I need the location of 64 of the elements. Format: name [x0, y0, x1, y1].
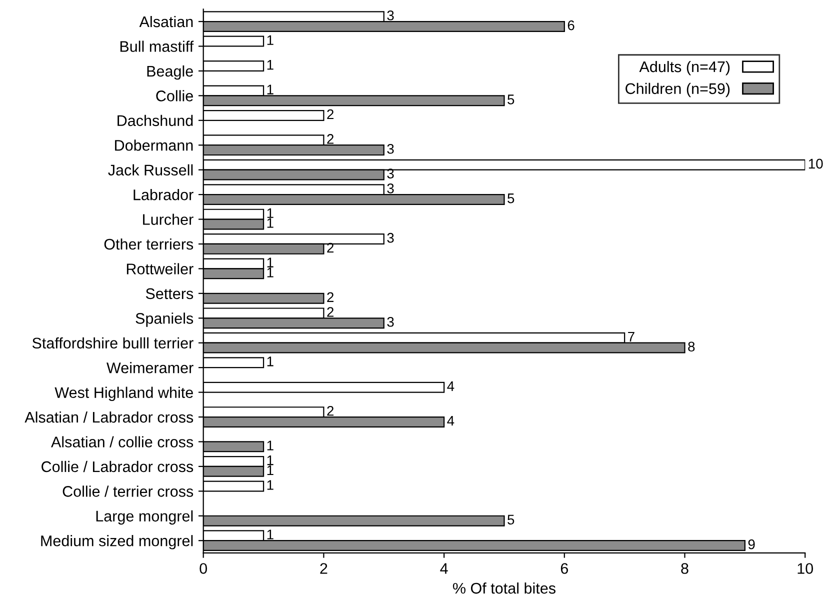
y-tick-label: Staffordshire bulll terrier [32, 337, 194, 349]
y-tick-label: Labrador [134, 189, 194, 200]
x-axis-title: % Of total bites [452, 582, 556, 594]
y-tick-label: Collie / terrier cross [62, 486, 194, 497]
x-tick-label: 8 [681, 563, 688, 574]
data-label: 2 [327, 406, 334, 416]
y-tick-label: Beagle [147, 65, 193, 80]
data-label: 3 [387, 184, 394, 194]
data-label: 2 [327, 292, 334, 302]
data-label: 6 [568, 20, 574, 30]
y-tick-label: West Highland white [54, 386, 193, 401]
x-tick-label: 0 [200, 563, 207, 574]
data-label: 5 [508, 514, 514, 525]
y-tick-label: Lurcher [143, 214, 194, 225]
data-label: 3 [387, 232, 394, 243]
data-label: 1 [267, 258, 274, 268]
x-tick-label: 6 [560, 563, 568, 574]
x-tick-label: 4 [440, 563, 448, 574]
y-tick-label: Alsatian [139, 16, 193, 28]
data-label: 1 [267, 456, 274, 466]
data-label: 1 [267, 530, 274, 540]
data-label: 1 [267, 35, 274, 45]
data-label: 1 [267, 208, 274, 218]
data-label: 5 [508, 94, 514, 104]
data-label: 1 [267, 268, 274, 278]
x-tick-label: 2 [320, 563, 328, 574]
data-label: 3 [387, 10, 394, 20]
y-tick-label: Collie [156, 90, 193, 102]
data-label: 1 [267, 440, 274, 450]
data-label: 3 [387, 144, 394, 154]
data-label: 10 [808, 158, 823, 169]
data-label: 3 [387, 316, 394, 327]
data-label: 1 [267, 465, 274, 475]
legend-label: Adults (n=47) [639, 60, 730, 76]
y-tick-label: Large mongrel [96, 510, 193, 525]
y-tick-label: Weimeramer [106, 362, 194, 374]
legend-label: Children (n=59) [626, 82, 730, 98]
data-label: 9 [748, 539, 755, 550]
data-label: 4 [447, 416, 454, 426]
data-label: 2 [327, 134, 334, 144]
data-label: 1 [267, 356, 274, 366]
y-tick-label: Dobermann [115, 140, 193, 151]
data-label: 1 [267, 60, 274, 70]
data-label: 8 [688, 342, 695, 352]
y-tick-label: Jack Russell [108, 164, 193, 176]
data-label: 4 [447, 381, 454, 391]
y-tick-label: Medium sized mongrel [41, 535, 193, 550]
data-label: 1 [267, 480, 274, 490]
data-label: 7 [628, 332, 634, 342]
y-tick-label: Bull mastiff [120, 40, 194, 52]
y-tick-label: Spaniels [136, 312, 194, 327]
y-tick-label: Other terriers [104, 238, 194, 250]
data-label: 1 [267, 218, 274, 228]
y-tick-label: Alsatian / collie cross [51, 436, 194, 448]
data-label: 2 [327, 109, 334, 120]
y-tick-label: Rottweiler [126, 263, 194, 274]
x-tick-label: 10 [798, 563, 813, 574]
y-tick-label: Collie / Labrador cross [42, 460, 194, 472]
data-label: 2 [327, 307, 334, 317]
y-tick-label: Setters [146, 288, 194, 300]
data-label: 5 [508, 194, 514, 204]
data-label: 1 [267, 84, 274, 94]
y-tick-label: Dachshund [118, 114, 193, 126]
y-tick-label: Alsatian / Labrador cross [24, 411, 194, 423]
